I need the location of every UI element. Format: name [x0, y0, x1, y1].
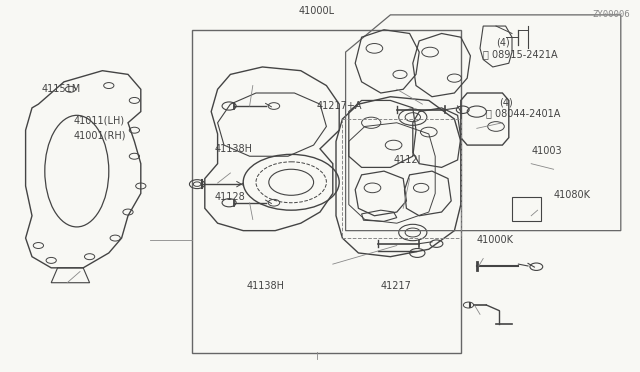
- Text: 4112I: 4112I: [394, 155, 421, 165]
- Text: ZY00006: ZY00006: [593, 10, 630, 19]
- Text: 41000L: 41000L: [299, 6, 335, 16]
- Text: 41128: 41128: [214, 192, 245, 202]
- Text: 41138H: 41138H: [246, 282, 284, 291]
- Text: (4): (4): [496, 38, 509, 48]
- Text: (4): (4): [499, 97, 513, 107]
- Text: 41217: 41217: [381, 282, 412, 291]
- Text: 41151M: 41151M: [41, 84, 81, 94]
- Text: 41001(RH): 41001(RH): [74, 131, 126, 141]
- Text: 41138H: 41138H: [214, 144, 252, 154]
- Text: ⓜ 08915-2421A: ⓜ 08915-2421A: [483, 49, 558, 59]
- Text: 41011(LH): 41011(LH): [74, 116, 125, 126]
- Text: 41217+A: 41217+A: [317, 101, 362, 111]
- Text: Ⓑ 08044-2401A: Ⓑ 08044-2401A: [486, 109, 561, 118]
- Text: 41000K: 41000K: [477, 235, 514, 245]
- Text: 41003: 41003: [531, 146, 562, 155]
- Text: 41080K: 41080K: [554, 190, 591, 200]
